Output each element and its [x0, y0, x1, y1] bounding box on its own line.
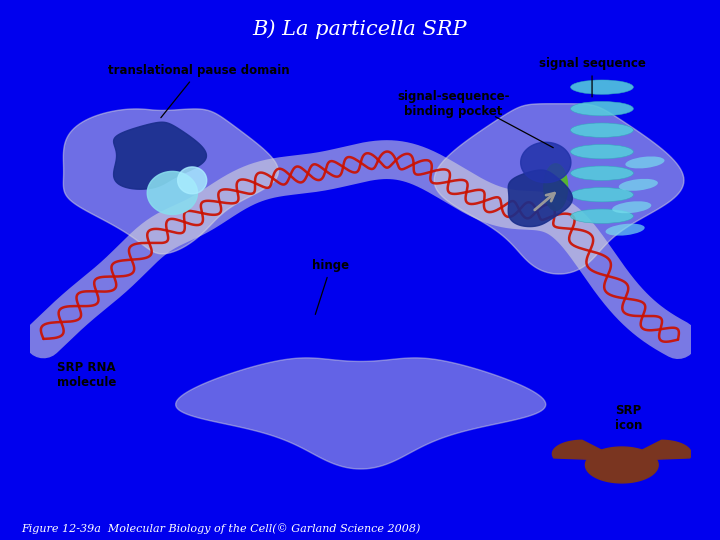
Text: SRP
icon: SRP icon	[615, 404, 642, 432]
Polygon shape	[585, 447, 658, 483]
Text: Figure 12-39a  Molecular Biology of the Cell(© Garland Science 2008): Figure 12-39a Molecular Biology of the C…	[22, 523, 421, 534]
Ellipse shape	[618, 179, 658, 191]
Ellipse shape	[570, 209, 634, 224]
Polygon shape	[521, 142, 571, 183]
Polygon shape	[434, 104, 684, 274]
Polygon shape	[147, 171, 197, 214]
Text: signal sequence: signal sequence	[539, 57, 646, 97]
Ellipse shape	[570, 187, 634, 202]
Ellipse shape	[626, 157, 665, 168]
Ellipse shape	[570, 123, 634, 137]
Polygon shape	[552, 440, 622, 461]
Ellipse shape	[612, 201, 652, 213]
Text: B) La particella SRP: B) La particella SRP	[253, 19, 467, 38]
Text: signal-sequence-
binding pocket: signal-sequence- binding pocket	[397, 90, 510, 118]
Polygon shape	[114, 122, 207, 189]
Text: hinge: hinge	[312, 259, 349, 314]
Polygon shape	[622, 440, 691, 461]
Polygon shape	[176, 358, 546, 469]
Text: translational pause domain: translational pause domain	[108, 64, 289, 118]
Polygon shape	[544, 164, 567, 211]
Ellipse shape	[570, 102, 634, 116]
Ellipse shape	[606, 224, 644, 235]
Ellipse shape	[570, 166, 634, 180]
Polygon shape	[178, 167, 207, 194]
Ellipse shape	[570, 145, 634, 159]
Polygon shape	[63, 109, 279, 254]
Ellipse shape	[570, 80, 634, 94]
Polygon shape	[508, 170, 572, 227]
Text: SRP RNA
molecule: SRP RNA molecule	[57, 361, 116, 389]
